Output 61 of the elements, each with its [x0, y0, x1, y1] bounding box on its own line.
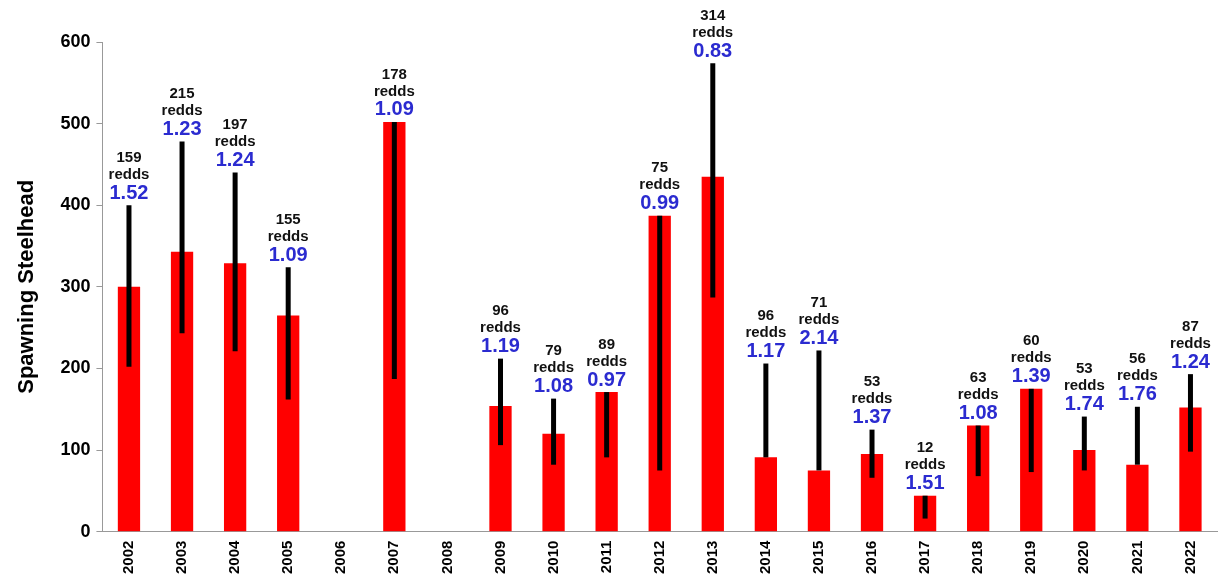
- annotation: 63 redds 1.08: [957, 368, 999, 424]
- x-tick-label: 2010: [543, 540, 561, 575]
- x-tick-label: 2018: [968, 540, 986, 575]
- x-tick-label: 2020: [1074, 540, 1092, 575]
- x-tick-label: 2009: [490, 540, 508, 575]
- x-tick-label: 2019: [1021, 540, 1039, 575]
- x-tick-label: 2003: [172, 540, 190, 575]
- annotation: 178 redds 1.09: [373, 64, 415, 120]
- annotation: 53 redds 1.37: [851, 372, 893, 428]
- x-tick-label: 2007: [384, 540, 402, 575]
- annotation: 79 redds 1.08: [533, 341, 574, 397]
- annotation: 96 redds 1.19: [480, 301, 521, 357]
- annotation: 96 redds 1.17: [745, 306, 787, 362]
- x-tick-label: 2014: [756, 539, 774, 575]
- bar: [1126, 464, 1149, 532]
- bar: [542, 433, 565, 532]
- x-tick-label: 2022: [1180, 540, 1198, 575]
- bar: [754, 457, 778, 532]
- bar: [117, 286, 141, 532]
- x-tick-label: 2016: [862, 540, 880, 575]
- bar: [1179, 407, 1202, 532]
- annotation: 159 redds 1.52: [108, 147, 150, 203]
- annotation: 314 redds 0.83: [692, 5, 734, 61]
- x-tick-label: 2021: [1127, 540, 1145, 575]
- x-tick-label: 2004: [225, 539, 243, 575]
- bar: [701, 176, 724, 532]
- bar: [860, 454, 884, 532]
- y-tick-label: 400: [60, 194, 91, 215]
- bar: [807, 470, 831, 532]
- y-tick-label: 600: [60, 30, 91, 51]
- y-tick-label: 100: [60, 438, 91, 459]
- x-tick-label: 2005: [278, 540, 296, 575]
- bar: [277, 315, 300, 532]
- x-tick-label: 2006: [331, 540, 349, 575]
- bar: [170, 251, 194, 532]
- annotation: 12 redds 1.51: [904, 438, 946, 494]
- bar: [489, 405, 512, 532]
- x-tick-label: 2008: [437, 540, 455, 575]
- annotation: 56 redds 1.76: [1116, 349, 1158, 405]
- annotation: 87 redds 1.24: [1170, 316, 1211, 372]
- y-tick-label: 0: [80, 520, 91, 541]
- bar: [1073, 450, 1096, 532]
- x-tick-label: 2002: [119, 540, 137, 575]
- y-tick-label: 200: [60, 357, 91, 378]
- y-axis-title: Spawning Steelhead: [13, 179, 39, 394]
- x-tick-label: 2017: [915, 540, 933, 575]
- x-tick-label: 2013: [702, 540, 720, 575]
- y-tick-label: 300: [60, 275, 91, 296]
- y-tick-label: 500: [60, 112, 91, 133]
- x-tick-label: 2015: [809, 540, 827, 575]
- annotation: 60 redds 1.39: [1010, 331, 1052, 387]
- annotation: 75 redds 0.99: [639, 158, 681, 214]
- annotation: 197 redds 1.24: [214, 115, 256, 171]
- annotation: 89 redds 0.97: [586, 334, 628, 390]
- x-tick-label: 2012: [649, 540, 667, 575]
- annotation: 215 redds 1.23: [161, 84, 203, 140]
- annotation: 53 redds 1.74: [1063, 359, 1105, 415]
- annotation: 71 redds 2.14: [798, 293, 840, 348]
- x-tick-label: 2011: [596, 540, 614, 574]
- annotation: 155 redds 1.09: [267, 209, 309, 265]
- bar: [223, 263, 247, 532]
